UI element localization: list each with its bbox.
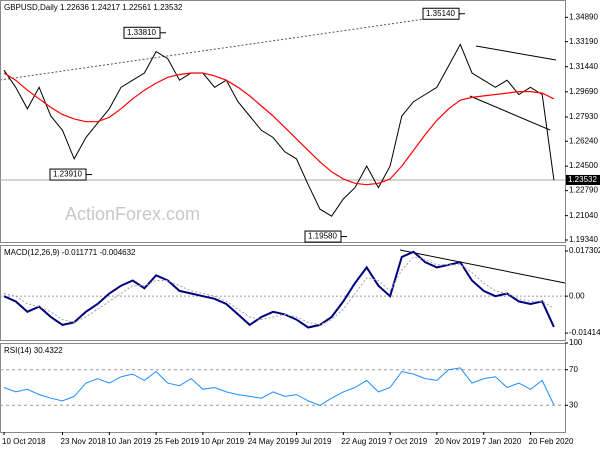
y-tick-label: 1.21040 — [569, 211, 598, 220]
series-line — [3, 250, 555, 329]
x-tick-label: 20 Feb 2020 — [529, 437, 574, 446]
trend-line — [0, 13, 461, 81]
panel-border — [0, 0, 566, 243]
panel-border — [0, 343, 566, 433]
x-tick-label: 23 Nov 2018 — [61, 437, 107, 446]
x-tick-label: 10 Oct 2018 — [2, 437, 46, 446]
y-tick-label: 70 — [569, 365, 578, 374]
y-tick-label: 1.26240 — [569, 136, 598, 145]
panel-title: MACD(12,26,9) -0.011771 -0.004632 — [4, 248, 136, 257]
watermark: ActionForex.com — [65, 204, 200, 224]
annotation-label: 1.23910 — [53, 170, 82, 179]
y-tick-label: 30 — [569, 400, 578, 409]
channel-line — [475, 45, 557, 61]
series-line — [3, 72, 555, 186]
x-tick-label: 22 Aug 2019 — [341, 437, 386, 446]
y-tick-label: 1.19340 — [569, 235, 598, 244]
panel-title: GBPUSD,Daily 1.22636 1.24217 1.22561 1.2… — [4, 3, 183, 12]
channel-line — [469, 95, 551, 131]
y-tick-label: 1.29690 — [569, 87, 598, 96]
annotation-box — [304, 230, 342, 243]
panel-title: RSI(14) 30.4322 — [4, 346, 63, 355]
x-tick-label: 24 May 2019 — [248, 437, 295, 446]
y-tick-label: 1.27930 — [569, 112, 598, 121]
last-price-label: 1.23532 — [568, 175, 597, 184]
x-tick-label: 9 Jul 2019 — [295, 437, 332, 446]
y-tick-label: 0.00 — [569, 291, 585, 300]
y-tick-label: 1.22790 — [569, 186, 598, 195]
macd-trend-line — [399, 249, 566, 284]
x-tick-label: 25 Feb 2019 — [154, 437, 199, 446]
x-tick-label: 10 Jan 2019 — [107, 437, 152, 446]
y-tick-label: 1.24500 — [569, 161, 598, 170]
series-line — [3, 256, 555, 326]
y-tick-label: 1.34890 — [569, 12, 598, 21]
annotation-label: 1.19580 — [308, 232, 337, 241]
annotation-box — [422, 7, 460, 20]
y-tick-label: 1.31440 — [569, 62, 598, 71]
series-line — [3, 367, 555, 406]
annotation-box — [123, 26, 161, 39]
y-tick-label: 100 — [569, 338, 583, 347]
y-tick-label: 1.33190 — [569, 37, 598, 46]
x-tick-label: 7 Jan 2020 — [482, 437, 522, 446]
series-line — [3, 43, 555, 217]
y-tick-label: -0.014148 — [569, 328, 600, 337]
annotation-box — [49, 168, 87, 181]
annotation-label: 1.33810 — [127, 28, 156, 37]
panel-border — [0, 245, 566, 341]
x-tick-label: 10 Apr 2019 — [201, 437, 245, 446]
x-tick-label: 20 Nov 2019 — [435, 437, 481, 446]
x-tick-label: 7 Oct 2019 — [388, 437, 428, 446]
y-tick-label: 0.017302 — [569, 246, 600, 255]
annotation-label: 1.35140 — [426, 9, 455, 18]
last-price-box — [566, 174, 600, 185]
